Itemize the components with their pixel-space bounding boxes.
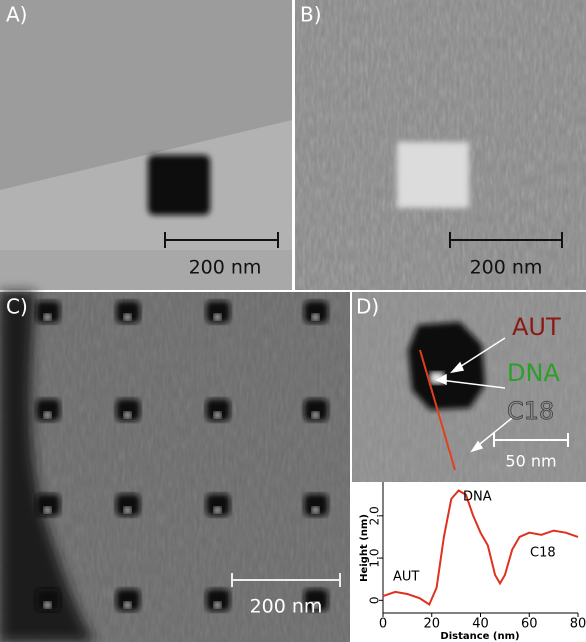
panel-b: 200 nm B): [295, 0, 586, 290]
scale-bar-label: 50 nm: [505, 452, 556, 471]
hole-center: [312, 314, 319, 320]
hole-center: [214, 412, 221, 418]
scale-bar-label: 200 nm: [189, 257, 262, 279]
annotation: AUT: [512, 313, 561, 341]
y-tick-label: 0: [368, 597, 382, 605]
hole-center: [214, 507, 221, 513]
panel-label: C): [6, 295, 28, 319]
panel-label: D): [356, 295, 379, 319]
figure: 200 nm A) 200 nm B) 200 nm C): [0, 0, 586, 642]
panel-d: AUT DNA C18 50 nm D): [352, 292, 586, 482]
panel-label: B): [300, 3, 322, 27]
hole-center: [124, 507, 131, 513]
y-tick-label: 2.0: [368, 506, 382, 525]
x-tick-label: 0: [379, 617, 387, 632]
panel-c: 200 nm C): [0, 292, 350, 642]
y-tick-label: 1.0: [368, 549, 382, 568]
hole-center: [312, 507, 319, 513]
hole-center: [44, 314, 51, 320]
scale-bar-label: 200 nm: [470, 257, 543, 279]
hole-center: [214, 602, 221, 608]
hole-center: [124, 602, 131, 608]
x-tick-label: 60: [521, 617, 538, 632]
x-tick-label: 20: [423, 617, 440, 632]
hole-center: [44, 602, 51, 608]
x-axis-title: Distance (nm): [440, 631, 519, 642]
scale-bar-label: 200 nm: [250, 596, 323, 618]
hole-center: [44, 507, 51, 513]
x-tick-label: 40: [472, 617, 489, 632]
hole-center: [44, 412, 51, 418]
chart-annotation: DNA: [463, 490, 492, 505]
hole-center: [124, 314, 131, 320]
chart-annotation: C18: [530, 546, 556, 561]
annotation: DNA: [507, 359, 560, 387]
hole-center: [214, 314, 221, 320]
panel-a: 200 nm A): [0, 0, 292, 290]
hole-center: [312, 412, 319, 418]
chart-annotation: AUT: [393, 570, 419, 585]
annotation: C18: [507, 397, 554, 425]
x-tick-label: 80: [570, 617, 586, 632]
panel-label: A): [6, 3, 27, 27]
hole-center: [124, 412, 131, 418]
